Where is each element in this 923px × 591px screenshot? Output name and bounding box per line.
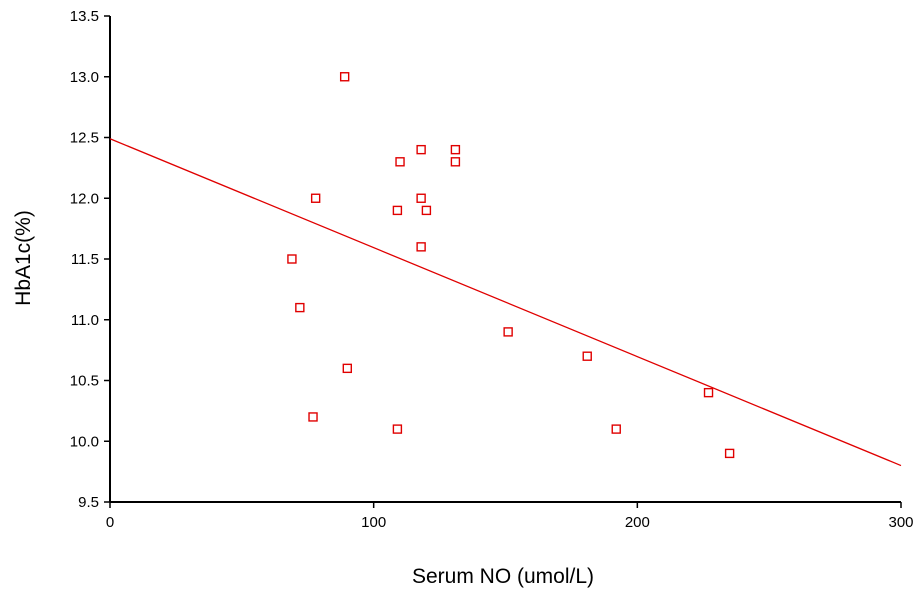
data-point: [421, 205, 432, 216]
plot-frame: [109, 16, 901, 503]
data-point: [703, 387, 714, 398]
x-tick-label: 0: [106, 514, 114, 531]
y-tick-label: 13.0: [70, 69, 99, 86]
data-point: [392, 205, 403, 216]
data-point: [611, 424, 621, 434]
data-point: [450, 144, 461, 155]
x-tick-label: 300: [888, 514, 913, 531]
y-tick-label: 11.0: [71, 312, 99, 329]
data-point: [416, 144, 426, 155]
y-tick-label: 9.5: [78, 494, 99, 511]
y-tick-label: 13.5: [70, 8, 99, 25]
y-tick-label: 12.5: [70, 130, 99, 147]
data-point: [395, 157, 405, 167]
y-axis-ticks: 9.5 10.0 10.5 11.0 11.5 12.0 12.5 13.0 13.5: [70, 8, 110, 511]
x-tick-label: 200: [625, 514, 650, 531]
fit-line: [109, 138, 902, 467]
data-point: [310, 193, 321, 203]
y-tick-label: 10.5: [70, 373, 99, 390]
x-tick-label: 100: [361, 514, 386, 531]
y-tick-label: 11.5: [71, 251, 99, 268]
data-point: [339, 72, 350, 82]
data-point: [450, 157, 461, 167]
data-point: [503, 327, 513, 337]
data-point: [308, 412, 318, 422]
data-point: [416, 193, 426, 203]
y-tick-label: 12.0: [70, 190, 99, 207]
data-point: [724, 448, 735, 459]
fit-line-layer: [109, 138, 902, 467]
data-point: [416, 242, 426, 252]
y-axis-title: HbA1c(%): [12, 210, 35, 306]
data-point: [295, 302, 305, 313]
data-point: [582, 351, 592, 361]
x-axis-ticks: 0 100 200 300: [106, 502, 914, 531]
x-axis-title: Serum NO (umol/L): [412, 565, 594, 588]
data-point: [287, 254, 297, 264]
data-point: [342, 363, 352, 374]
data-point: [392, 424, 403, 434]
data-points: [287, 72, 735, 459]
y-tick-label: 10.0: [70, 433, 99, 450]
